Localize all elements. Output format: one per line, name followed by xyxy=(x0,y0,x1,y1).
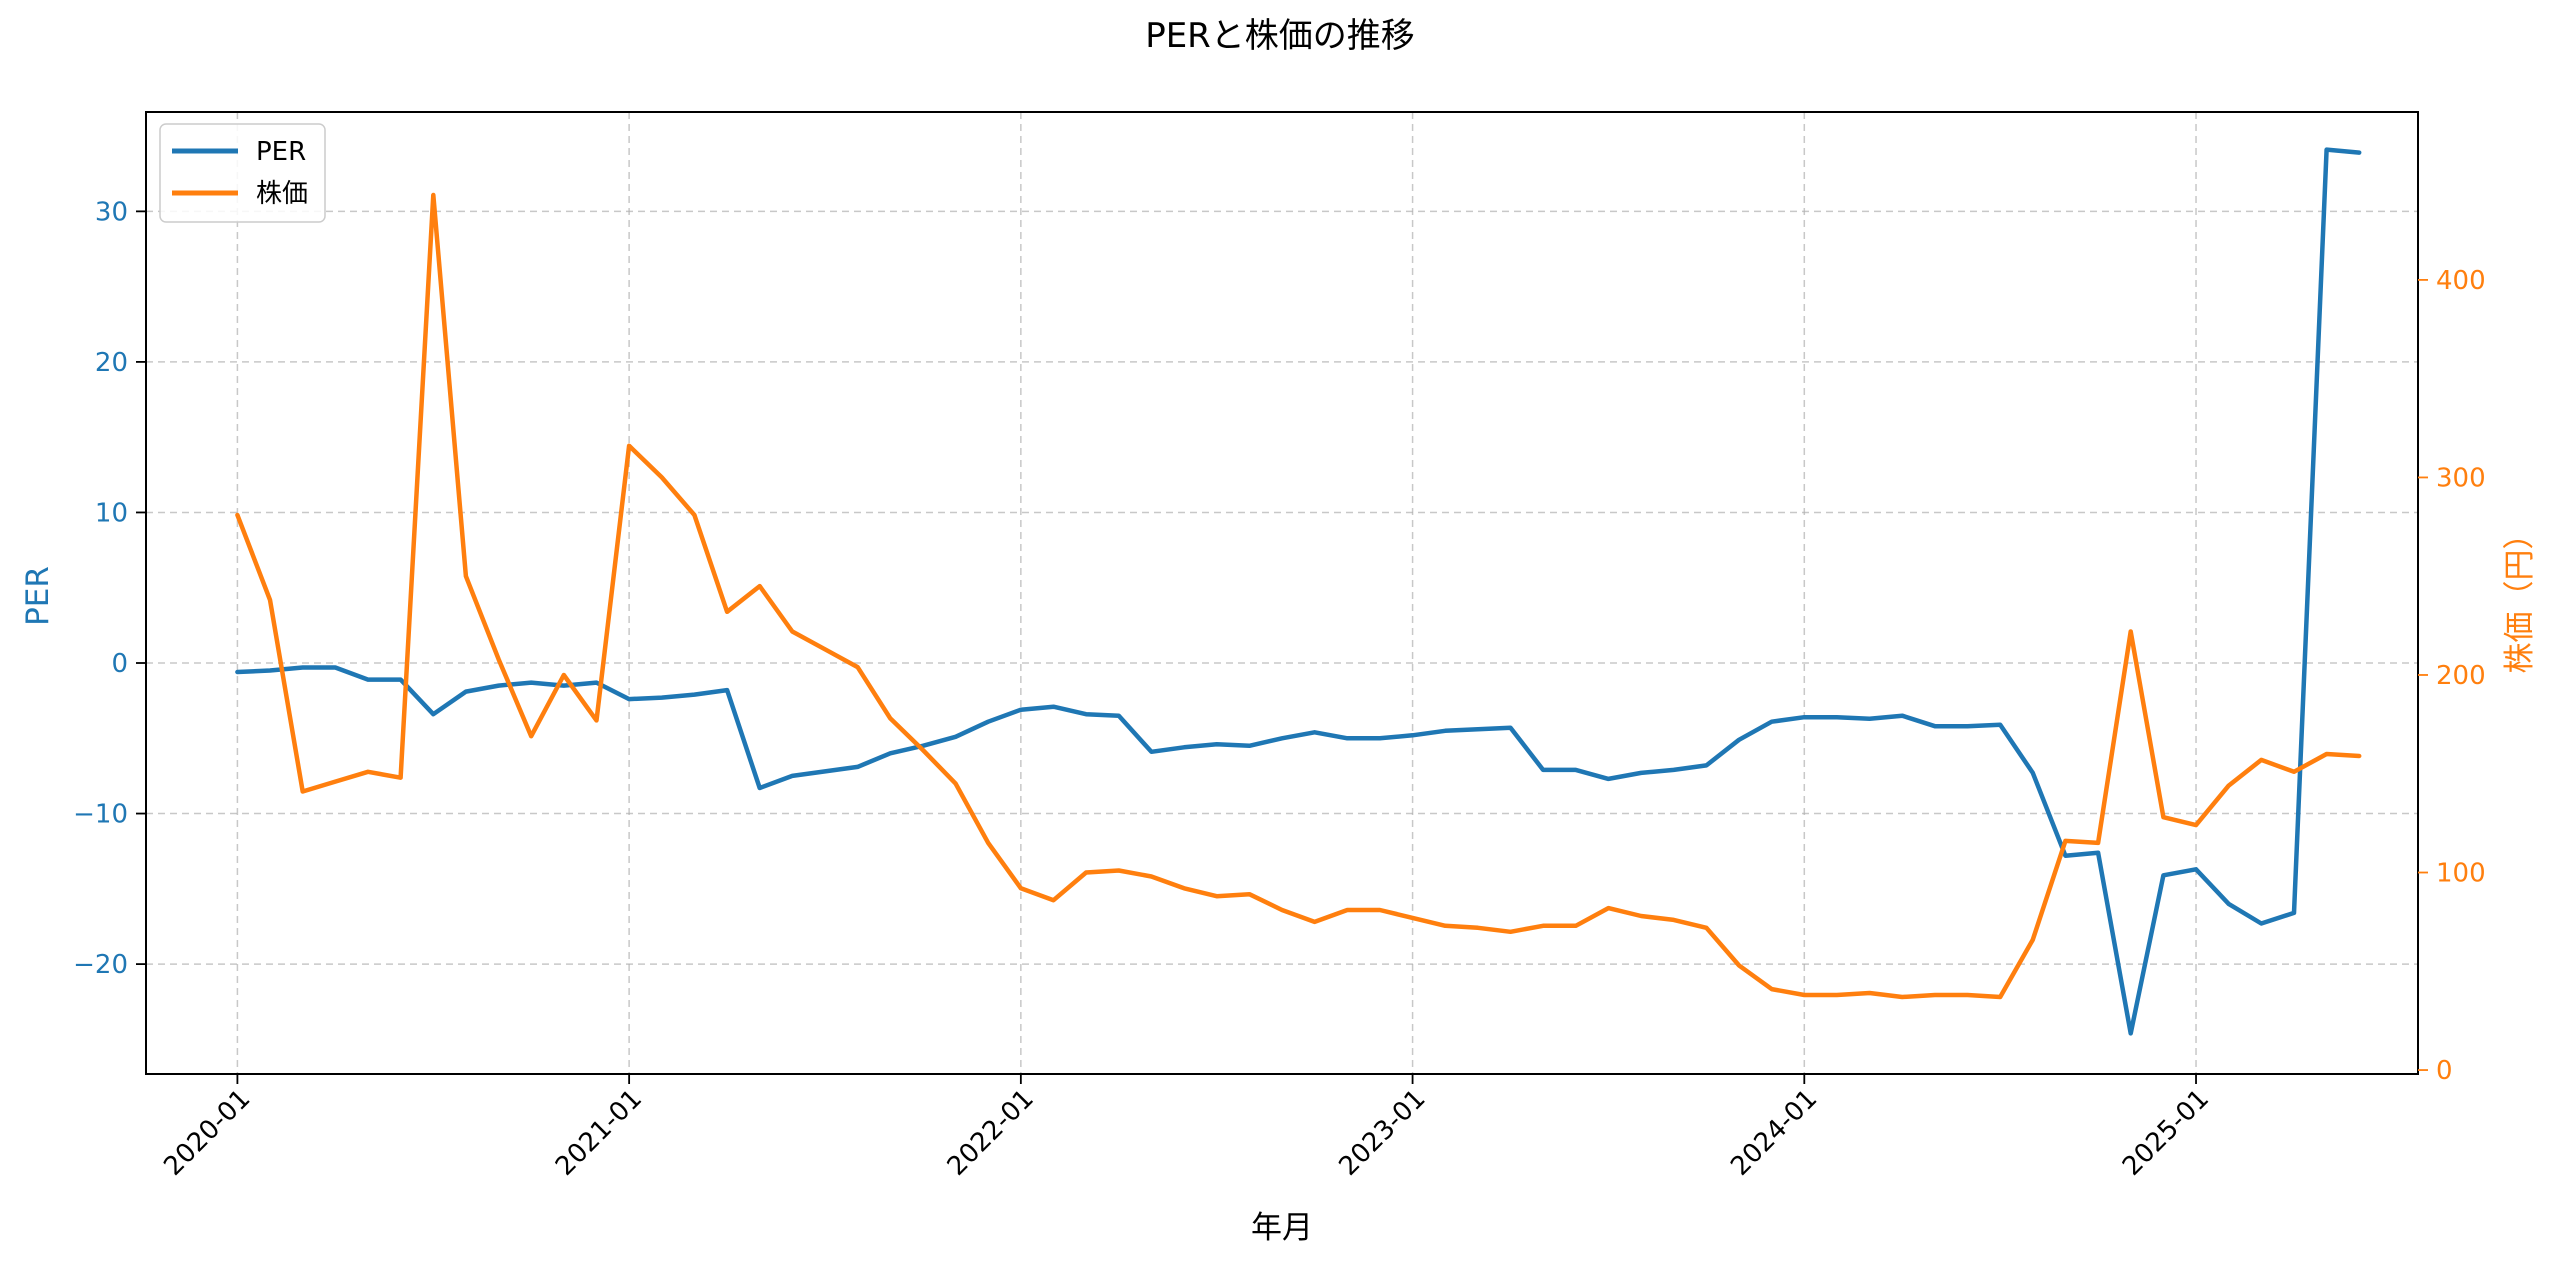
x-axis-label: 年月 xyxy=(1251,1210,1313,1246)
series-layer xyxy=(235,147,2362,1036)
y-right-tick-label: 200 xyxy=(2436,661,2486,691)
y-right-tick-label: 400 xyxy=(2436,266,2486,296)
legend: PER 株価 xyxy=(159,123,326,223)
y-axis-left: −20 −10 0 10 20 30 xyxy=(73,197,146,980)
y-axis-right-label: 株価（円） xyxy=(2502,519,2538,674)
grid xyxy=(146,112,2418,1074)
y-left-tick-label: 30 xyxy=(95,197,128,227)
y-left-tick-label: 20 xyxy=(95,348,128,378)
y-axis-left-label: PER xyxy=(20,566,56,626)
y-left-tick-label: 10 xyxy=(95,498,128,528)
y-left-tick-label: 0 xyxy=(111,649,128,679)
chart-title: PERと株価の推移 xyxy=(1145,16,1415,56)
y-right-tick-label: 300 xyxy=(2436,463,2486,493)
legend-label-per: PER xyxy=(256,137,306,167)
y-left-tick-label: −10 xyxy=(73,800,128,830)
y-left-tick-label: −20 xyxy=(73,950,128,980)
plot-frame xyxy=(145,111,2419,1075)
legend-label-price: 株価 xyxy=(256,179,308,209)
y-right-tick-label: 100 xyxy=(2436,859,2486,889)
y-right-tick-label: 0 xyxy=(2436,1056,2453,1086)
price-line xyxy=(235,192,2362,1000)
per-line xyxy=(235,147,2362,1036)
y-axis-right: 0 100 200 300 400 xyxy=(2418,266,2486,1086)
